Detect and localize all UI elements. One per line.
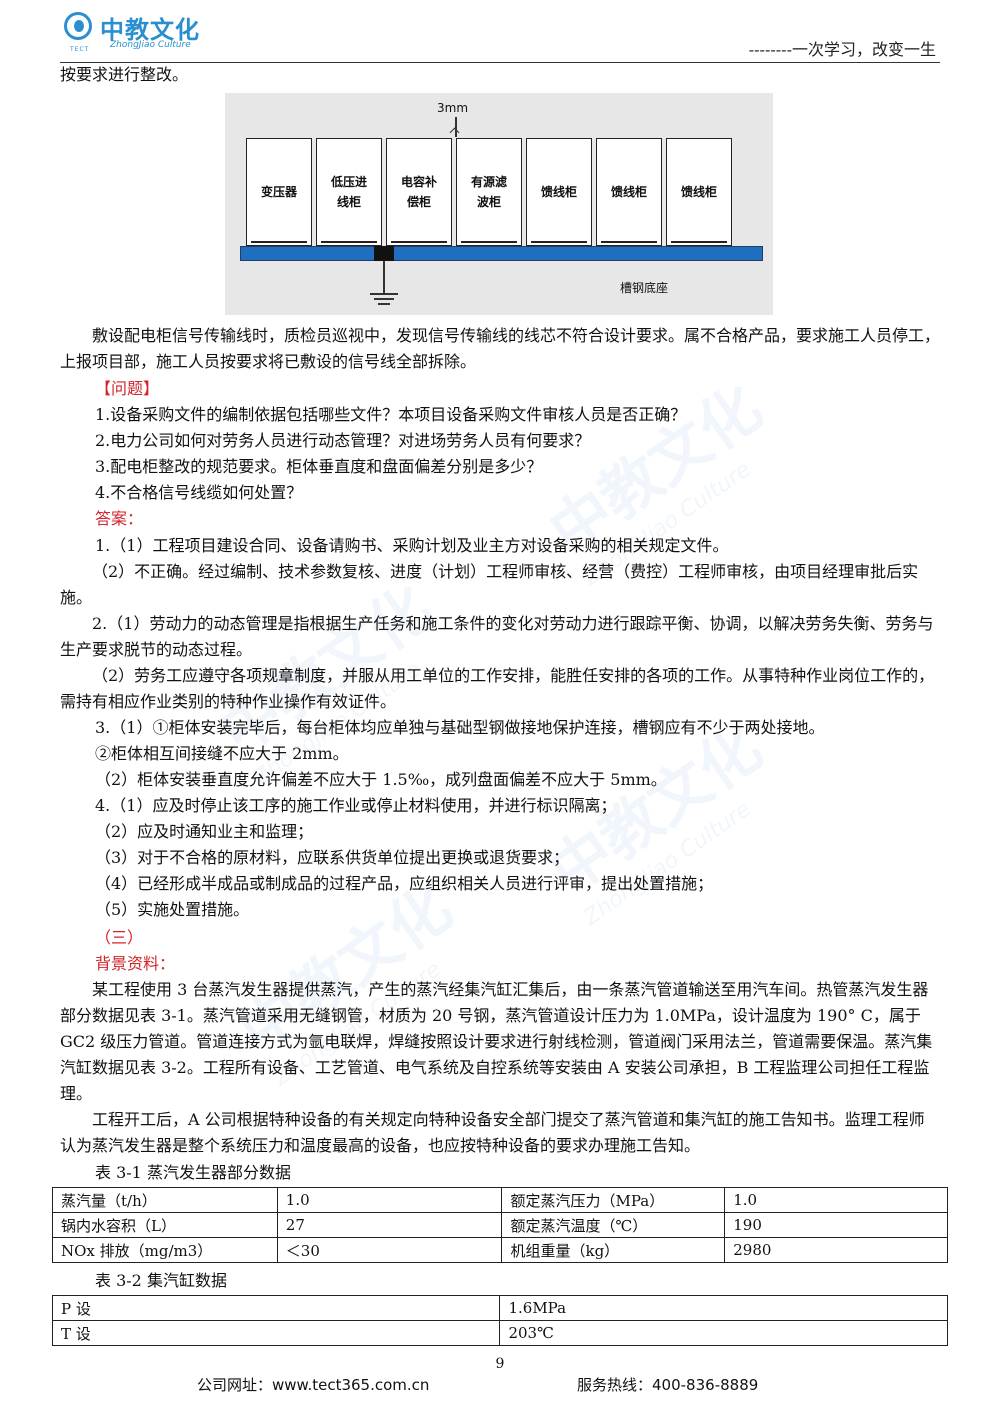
table-caption: 表 3-2 集汽缸数据 [95, 1271, 227, 1290]
table-cell: 203℃ [499, 1320, 948, 1346]
question-item: 3.配电柜整改的规范要求。柜体垂直度和盘面偏差分别是多少？ [95, 457, 543, 476]
cabinet-label: 低压进 [330, 175, 367, 189]
case-paragraph: 工程开工后，A 公司根据特种设备的有关规定向特种设备安全部门提交了蒸汽管道和集汽… [60, 1110, 925, 1155]
logo-en: ZhongJiao Culture [110, 40, 191, 50]
answer-item: （4）已经形成半成品或制成品的过程产品，应组织相关人员进行评审，提出处置措施； [95, 874, 714, 893]
questions-heading: 【问题】 [95, 379, 160, 398]
footer-website: 公司网址：www.tect365.com.cn [197, 1374, 429, 1395]
table-cell: 锅内水容积（L） [52, 1212, 278, 1238]
cabinet-low-voltage-incoming: 低压进 线柜 [316, 138, 382, 246]
cabinet-label: 馈线柜 [610, 185, 647, 199]
header-slogan: --------一次学习，改变一生 [748, 40, 936, 59]
question-item: 4.不合格信号线缆如何处置？ [95, 483, 303, 502]
table-cell: P 设 [51, 1295, 501, 1321]
answers-heading: 答案： [95, 509, 144, 528]
cabinet-label: 电容补 [400, 175, 437, 189]
cabinet-active-filter: 有源滤 波柜 [456, 138, 522, 246]
table-row: NOx 排放（mg/m3） ＜30 机组重量（kg） 2980 [52, 1237, 948, 1263]
cabinet-figure: 3mm 变压器 低压进 线柜 电容补 偿柜 有源滤 波柜 馈线柜 馈线柜 馈线柜… [225, 93, 773, 315]
ground-icon [374, 298, 394, 300]
table-cell: 27 [276, 1212, 503, 1238]
cabinet-label: 线柜 [336, 195, 361, 209]
cabinet-feeder: 馈线柜 [526, 138, 592, 246]
answer-item: （3）对于不合格的原材料，应联系供货单位提出更换或退货要求； [95, 848, 570, 867]
footer-tel-number: 400-836-8889 [652, 1376, 759, 1394]
cabinet-label: 变压器 [260, 185, 297, 199]
table-cell: 1.0 [724, 1187, 948, 1213]
page-number: 9 [495, 1356, 505, 1372]
logo-tect: TECT [70, 46, 90, 53]
table-steam-header: P 设 1.6MPa T 设 203℃ [51, 1295, 948, 1346]
table-row: P 设 1.6MPa [51, 1295, 948, 1321]
section-heading: （三） [95, 928, 144, 947]
table-cell: NOx 排放（mg/m3） [52, 1237, 278, 1263]
table-row: 蒸汽量（t/h） 1.0 额定蒸汽压力（MPa） 1.0 [52, 1187, 948, 1213]
footer-tel-label: 服务热线： [577, 1376, 653, 1394]
answer-item: 1.（1）工程项目建设合同、设备请购书、采购计划及业主方对设备采购的相关规定文件… [95, 536, 729, 555]
footer-site-url: www.tect365.com.cn [272, 1376, 430, 1394]
table-cell: ＜30 [276, 1237, 503, 1263]
question-item: 1.设备采购文件的编制依据包括哪些文件？本项目设备采购文件审核人员是否正确？ [95, 405, 687, 424]
cabinet-label: 馈线柜 [540, 185, 577, 199]
case-paragraph: 某工程使用 3 台蒸汽发生器提供蒸汽，产生的蒸汽经集汽缸汇集后，由一条蒸汽管道输… [60, 980, 933, 1103]
table-cell: T 设 [51, 1320, 501, 1346]
answer-item: （2）劳务工应遵守各项规章制度，并服从用工单位的工作安排，能胜任安排的各项的工作… [60, 666, 935, 711]
table-cell: 机组重量（kg） [501, 1237, 726, 1263]
cabinet-capacitor: 电容补 偿柜 [386, 138, 452, 246]
cabinet-transformer: 变压器 [246, 138, 312, 246]
ground-icon [370, 293, 398, 295]
dimension-arrow [455, 117, 457, 137]
page-header: 中教文化 ZhongJiao Culture TECT --------一次学习… [60, 8, 940, 63]
channel-steel-base [240, 246, 763, 261]
cabinet-label: 馈线柜 [680, 185, 717, 199]
cabinet-feeder: 馈线柜 [666, 138, 732, 246]
cabinet-label: 有源滤 [470, 175, 507, 189]
cabinet-label: 偿柜 [406, 195, 431, 209]
logo-cn: 中教文化 [100, 16, 200, 44]
table-row: T 设 203℃ [51, 1320, 948, 1346]
intro-text: 按要求进行整改。 [60, 65, 189, 84]
logo-icon [64, 12, 92, 40]
table-cell: 额定蒸汽温度（℃） [501, 1212, 726, 1238]
table-cell: 190 [724, 1212, 948, 1238]
table-cell: 额定蒸汽压力（MPa） [501, 1187, 726, 1213]
table-cell: 1.6MPa [499, 1295, 948, 1321]
answer-item: （2）不正确。经过编制、技术参数复核、进度（计划）工程师审核、经营（费控）工程师… [60, 562, 919, 607]
cabinet-label: 波柜 [476, 195, 501, 209]
background-paragraph: 敷设配电柜信号传输线时，质检员巡视中，发现信号传输线的线芯不符合设计要求。属不合… [60, 326, 941, 371]
footer-site-label: 公司网址： [197, 1376, 273, 1394]
footer-hotline: 服务热线：400-836-8889 [577, 1374, 758, 1395]
answer-item: （2）柜体安装垂直度允许偏差不应大于 1.5‰，成列盘面偏差不应大于 5mm。 [95, 770, 667, 789]
table-steam-generator: 蒸汽量（t/h） 1.0 额定蒸汽压力（MPa） 1.0 锅内水容积（L） 27… [52, 1187, 948, 1263]
answer-item: （2）应及时通知业主和监理； [95, 822, 314, 841]
answer-item: 2.（1）劳动力的动态管理是指根据生产任务和施工条件的变化对劳动力进行跟踪平衡、… [60, 614, 934, 659]
cabinet-feeder: 馈线柜 [596, 138, 662, 246]
ground-icon [378, 303, 390, 305]
table-cell: 蒸汽量（t/h） [52, 1187, 278, 1213]
ground-icon [383, 261, 385, 293]
answer-item: ②柜体相互间接缝不应大于 2mm。 [95, 744, 349, 763]
question-item: 2.电力公司如何对劳务人员进行动态管理？对进场劳务人员有何要求？ [95, 431, 591, 450]
answer-item: （5）实施处置措施。 [95, 900, 250, 919]
base-label: 槽钢底座 [620, 281, 669, 295]
table-row: 锅内水容积（L） 27 额定蒸汽温度（℃） 190 [52, 1212, 948, 1238]
dimension-label: 3mm [437, 101, 469, 115]
answer-item: 4.（1）应及时停止该工序的施工作业或停止材料使用，并进行标识隔离； [95, 796, 617, 815]
answer-item: 3.（1）①柜体安装完毕后，每台柜体均应单独与基础型钢做接地保护连接，槽钢应有不… [95, 718, 825, 737]
table-cell: 2980 [724, 1237, 948, 1263]
table-caption: 表 3-1 蒸汽发生器部分数据 [95, 1163, 291, 1182]
table-cell: 1.0 [276, 1187, 503, 1213]
ground-connection [374, 246, 394, 261]
background-heading: 背景资料： [95, 954, 176, 973]
logo: 中教文化 ZhongJiao Culture TECT [60, 8, 210, 58]
